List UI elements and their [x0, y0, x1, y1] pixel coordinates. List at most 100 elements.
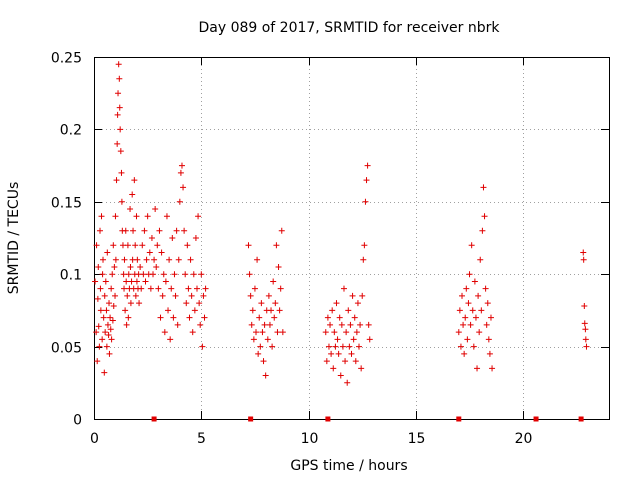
- data-point: [124, 242, 131, 249]
- data-point: [166, 256, 173, 263]
- y-tick-label: 0.05: [51, 341, 82, 357]
- data-point: [265, 292, 272, 299]
- data-point: [178, 162, 185, 169]
- data-point: [155, 285, 162, 292]
- data-point: [275, 263, 282, 270]
- data-point: [94, 358, 101, 365]
- data-point: [331, 329, 338, 336]
- data-point: [352, 358, 359, 365]
- data-point: [101, 292, 108, 299]
- data-point: [338, 321, 345, 328]
- data-point: [107, 314, 114, 321]
- data-point: [104, 249, 111, 256]
- data-point: [182, 271, 189, 278]
- data-point: [345, 307, 352, 314]
- data-point: [474, 365, 481, 372]
- data-point: [330, 365, 337, 372]
- data-point: [261, 321, 268, 328]
- data-point: [363, 177, 370, 184]
- data-point: [93, 242, 100, 249]
- data-point: [154, 242, 161, 249]
- x-tick-label: 10: [301, 431, 319, 447]
- data-point: [264, 336, 271, 343]
- data-point: [460, 321, 467, 328]
- data-point: [269, 343, 276, 350]
- data-point: [125, 314, 132, 321]
- data-point: [106, 350, 113, 357]
- data-point: [479, 227, 486, 234]
- data-point: [124, 292, 131, 299]
- data-point: [115, 90, 122, 97]
- data-point: [480, 184, 487, 191]
- data-point: [256, 314, 263, 321]
- data-point: [121, 256, 128, 263]
- zero-marker: [578, 416, 584, 422]
- data-point: [106, 300, 113, 307]
- zero-marker: [151, 416, 157, 422]
- data-point: [198, 271, 205, 278]
- data-point: [174, 321, 181, 328]
- y-tick-label: 0: [73, 413, 82, 429]
- data-point: [185, 285, 192, 292]
- data-point: [329, 307, 336, 314]
- data-point: [129, 191, 136, 198]
- data-point: [104, 321, 111, 328]
- y-axis-label: SRMTID / TECUs: [6, 182, 22, 295]
- data-point: [100, 256, 107, 263]
- data-point: [489, 365, 496, 372]
- data-point: [118, 198, 125, 205]
- data-point: [93, 329, 100, 336]
- data-point: [455, 329, 462, 336]
- data-point: [467, 321, 474, 328]
- data-point: [583, 343, 590, 350]
- data-point: [359, 292, 366, 299]
- data-point: [327, 321, 334, 328]
- data-point: [581, 303, 588, 310]
- data-point: [156, 227, 163, 234]
- zero-marker: [533, 416, 539, 422]
- data-point: [107, 326, 114, 333]
- y-tick-label: 0.2: [60, 123, 82, 139]
- data-point: [136, 300, 143, 307]
- data-point: [97, 285, 104, 292]
- data-point: [487, 314, 494, 321]
- data-point: [481, 213, 488, 220]
- data-point: [472, 314, 479, 321]
- data-point: [137, 263, 144, 270]
- data-point: [477, 256, 484, 263]
- data-point: [157, 314, 164, 321]
- data-point: [486, 350, 493, 357]
- data-point: [92, 278, 99, 285]
- data-point: [201, 314, 208, 321]
- data-point: [271, 314, 278, 321]
- data-point: [102, 329, 109, 336]
- data-point: [246, 271, 253, 278]
- data-point: [165, 307, 172, 314]
- data-point: [171, 271, 178, 278]
- data-point: [180, 184, 187, 191]
- data-point: [100, 314, 107, 321]
- data-point: [323, 358, 330, 365]
- axes: 0 5 10 15 20 0 0.05 0.1 0.15 0.2 0.25: [51, 51, 609, 447]
- data-point: [162, 278, 169, 285]
- data-point: [132, 292, 139, 299]
- data-point: [362, 198, 369, 205]
- data-point: [133, 213, 140, 220]
- data-point: [99, 336, 106, 343]
- data-point: [348, 350, 355, 357]
- data-point: [349, 292, 356, 299]
- data-point: [459, 292, 466, 299]
- data-point: [580, 249, 587, 256]
- data-point: [116, 75, 123, 82]
- data-point: [278, 227, 285, 234]
- data-point: [335, 350, 342, 357]
- data-point: [122, 227, 129, 234]
- data-point: [176, 198, 183, 205]
- data-point: [110, 242, 117, 249]
- data-point: [332, 343, 339, 350]
- data-point: [253, 329, 260, 336]
- data-point: [110, 303, 117, 310]
- data-point: [461, 350, 468, 357]
- x-tick-label: 5: [197, 431, 206, 447]
